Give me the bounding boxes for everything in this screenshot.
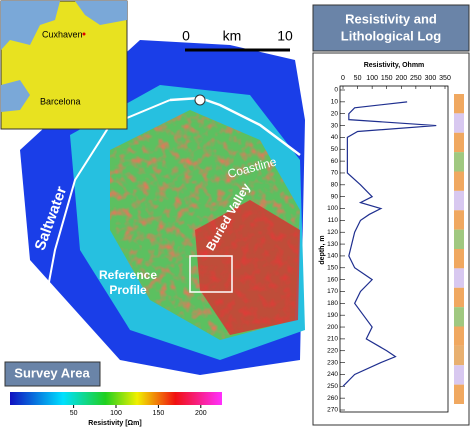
y-tick-label: 200 — [327, 324, 338, 331]
colorbar — [10, 392, 222, 405]
reference-label: Profile — [109, 283, 147, 297]
y-tick-label: 60 — [331, 158, 339, 165]
reference-box — [189, 255, 233, 293]
lithology-layer — [454, 345, 464, 366]
y-tick-label: 230 — [327, 359, 338, 366]
plot-frame — [339, 85, 449, 413]
lithology-layer — [454, 249, 464, 269]
y-tick-label: 210 — [327, 336, 338, 343]
inset-map: Cuxhaven Barcelona — [0, 0, 128, 130]
x-tick-label: 200 — [395, 75, 407, 82]
lithology-layer — [454, 94, 464, 114]
y-tick-label: 260 — [327, 395, 338, 402]
y-axis-label: depth, m — [319, 235, 326, 264]
y-tick-label: 90 — [331, 193, 339, 200]
y-tick-label: 10 — [331, 99, 339, 106]
lithology-layer — [454, 307, 464, 327]
reference-label: Reference — [99, 268, 157, 282]
lithology-layer — [454, 268, 464, 288]
y-tick-label: 160 — [327, 276, 338, 283]
y-tick-label: 80 — [331, 182, 339, 189]
lithology-column — [454, 94, 464, 404]
y-tick-label: 120 — [327, 229, 338, 236]
y-tick-label: 240 — [327, 371, 338, 378]
x-tick-label: 250 — [410, 75, 422, 82]
inset-label: Cuxhaven — [42, 29, 83, 39]
log-title-box — [312, 4, 470, 52]
log-title: Lithological Log — [341, 28, 441, 43]
colorbar-tick-label: 200 — [195, 410, 207, 417]
legend-title: Survey Area — [14, 365, 90, 380]
log-panel — [312, 52, 470, 426]
log-title: Resistivity and — [345, 11, 437, 26]
colorbar-label: Resistivity [Ωm] — [88, 420, 141, 427]
lithology-layer — [454, 113, 464, 133]
scale-unit: km — [223, 28, 242, 44]
lithology-layer — [454, 384, 464, 404]
resistivity-curve — [342, 101, 437, 387]
y-tick-label: 20 — [331, 110, 339, 117]
coastline — [169, 96, 301, 156]
colorbar-tick-label: 150 — [153, 410, 165, 417]
lithology-layer — [454, 152, 464, 172]
y-tick-label: 140 — [327, 253, 338, 260]
y-tick-label: 40 — [331, 134, 339, 141]
lithology-layer — [454, 190, 464, 211]
x-tick-label: 150 — [381, 75, 393, 82]
x-tick-label: 350 — [439, 75, 451, 82]
y-tick-label: 30 — [331, 122, 339, 129]
y-tick-label: 0 — [334, 87, 338, 94]
inset-sea — [1, 1, 127, 112]
y-tick-label: 190 — [327, 312, 338, 319]
lithology-layer — [454, 171, 464, 191]
resistive-patch — [195, 200, 300, 335]
y-tick-label: 270 — [327, 407, 338, 414]
legend-title-box — [4, 361, 101, 387]
x-tick-label: 100 — [366, 75, 378, 82]
lithology-layer — [454, 326, 464, 346]
y-tick-label: 50 — [331, 146, 339, 153]
x-tick-label: 300 — [425, 75, 437, 82]
scale-start: 0 — [182, 28, 190, 44]
inset-label: Barcelona — [40, 96, 81, 106]
y-tick-label: 100 — [327, 205, 338, 212]
y-tick-label: 170 — [327, 288, 338, 295]
x-tick-label: 50 — [354, 75, 362, 82]
lithology-layer — [454, 229, 464, 249]
colorbar-tick-label: 100 — [110, 410, 122, 417]
y-tick-label: 150 — [327, 264, 338, 271]
lithology-layer — [454, 132, 464, 153]
colorbar-tick-label: 50 — [70, 410, 78, 417]
scale-end: 10 — [277, 28, 293, 44]
y-tick-label: 70 — [331, 170, 339, 177]
y-tick-label: 110 — [328, 217, 339, 224]
lithology-layer — [454, 365, 464, 385]
y-tick-label: 220 — [327, 347, 338, 354]
x-tick-label: 0 — [341, 75, 345, 82]
well-location — [194, 94, 206, 106]
lithology-layer — [454, 210, 464, 230]
cuxhaven-dot — [82, 32, 86, 36]
y-tick-label: 130 — [327, 241, 338, 248]
y-tick-label: 250 — [327, 383, 338, 390]
chart-title: Resistivity, Ohmm — [364, 62, 425, 69]
y-tick-label: 180 — [327, 300, 338, 307]
survey-map: 0 km 10 Coastline Saltwater Buried Valle… — [20, 28, 305, 375]
lithology-layer — [454, 287, 464, 308]
